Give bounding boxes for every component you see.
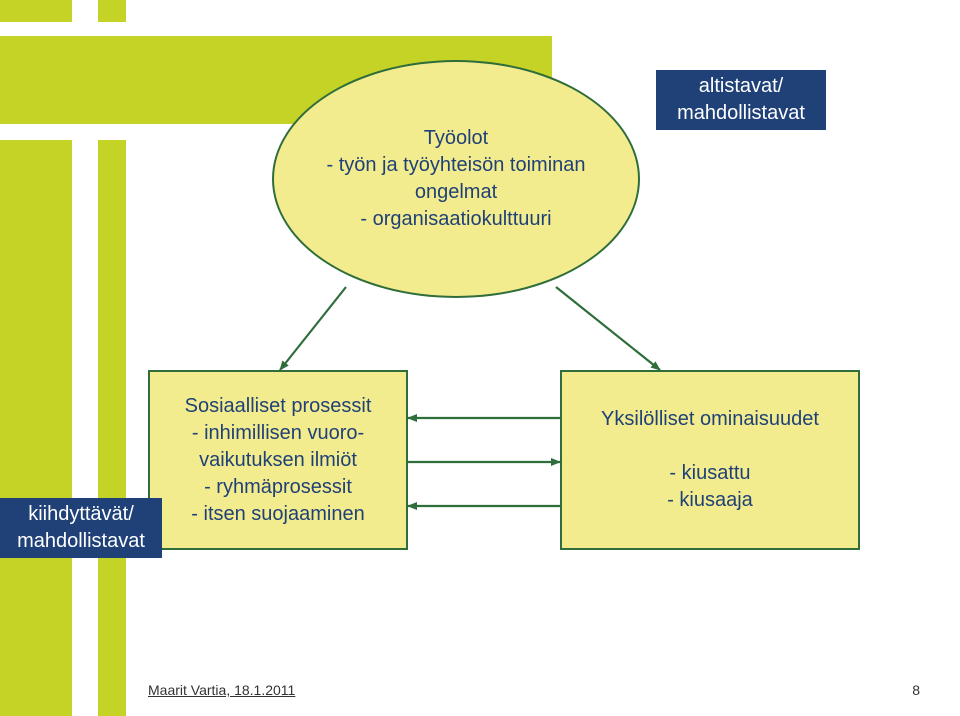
diagram-canvas: altistavat/mahdollistavat Työolot- työn … — [0, 0, 960, 716]
box-sosiaalliset: Sosiaalliset prosessit- inhimillisen vuo… — [148, 370, 408, 550]
box-yksilolliset-text: Yksilölliset ominaisuudet - kiusattu- ki… — [571, 406, 849, 514]
label-kiihdyttavat: kiihdyttävät/mahdollistavat — [0, 498, 162, 558]
label-kiihdyttavat-text: kiihdyttävät/mahdollistavat — [5, 501, 157, 555]
footer-author-date: Maarit Vartia, 18.1.2011 — [148, 682, 295, 698]
label-altistavat-text: altistavat/mahdollistavat — [661, 73, 821, 127]
box-sosiaalliset-text: Sosiaalliset prosessit- inhimillisen vuo… — [158, 393, 399, 528]
ellipse-tyoolot: Työolot- työn ja työyhteisön toiminanong… — [272, 60, 640, 298]
box-yksilolliset: Yksilölliset ominaisuudet - kiusattu- ki… — [560, 370, 860, 550]
label-altistavat: altistavat/mahdollistavat — [656, 70, 826, 130]
footer-page-number: 8 — [912, 682, 920, 698]
ellipse-tyoolot-text: Työolot- työn ja työyhteisön toiminanong… — [292, 125, 620, 233]
